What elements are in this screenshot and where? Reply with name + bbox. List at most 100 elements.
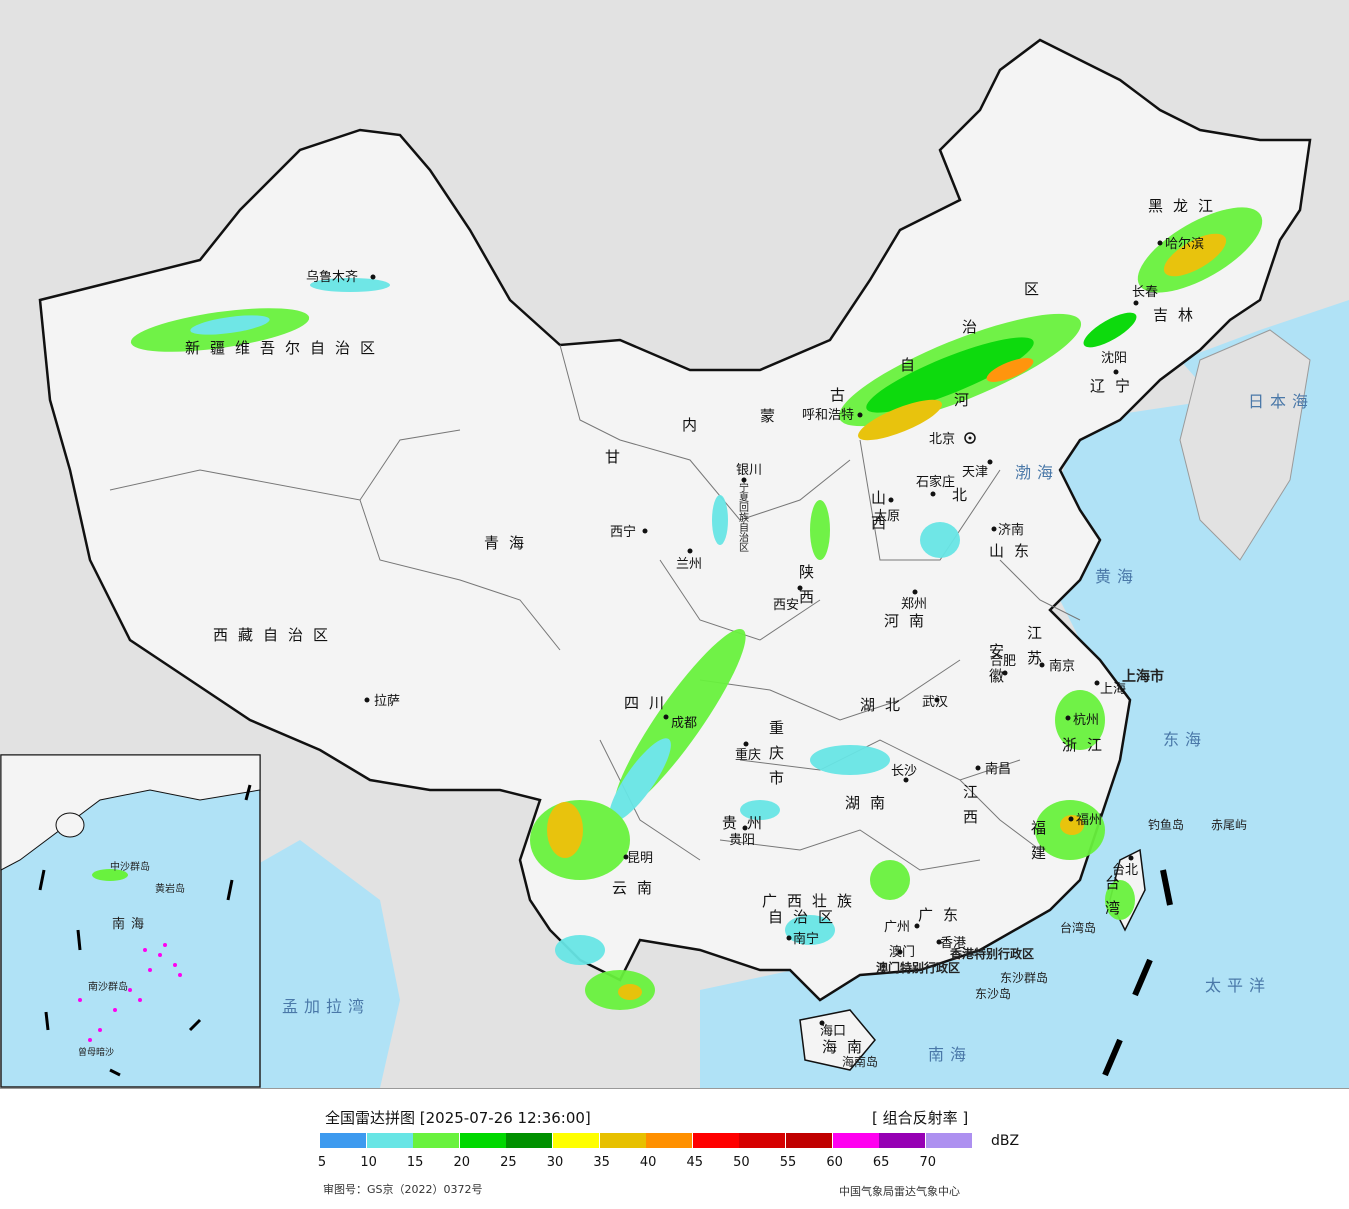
color-swatch [599, 1133, 646, 1148]
city-nanning: 南宁 [793, 931, 819, 947]
label-neimenggu-1: 内 [682, 416, 707, 434]
color-swatch [553, 1133, 599, 1148]
city-lanzhou: 兰州 [676, 557, 702, 572]
radar-map: 新疆维吾尔自治区 西藏自治区 青海 甘 四川 云南 内 蒙 古 自 治 区 黑龙… [0, 0, 1349, 1088]
city-wuhan: 武汉 [922, 695, 948, 710]
city-yinchuan: 银川 [736, 463, 762, 478]
city-shanghai: 上海 [1100, 682, 1126, 697]
label-ningxia: 宁夏回族自治区 [737, 481, 749, 552]
color-tick-label: 5 [317, 1155, 327, 1170]
label-hubei: 湖北 [860, 696, 910, 714]
island-dongsha: 东沙岛 [975, 986, 1011, 1001]
city-taiyuan: 太原 [874, 509, 900, 524]
inset-south-sea: 南海 [112, 916, 150, 932]
label-xinjiang: 新疆维吾尔自治区 [185, 339, 385, 357]
city-jinan: 济南 [998, 522, 1024, 538]
label-heilongjiang: 黑龙江 [1148, 197, 1223, 215]
label-gansu: 甘 [605, 448, 630, 466]
city-beijing: 北京 [929, 432, 955, 447]
label-taiwan: 台湾 [1103, 875, 1121, 925]
sea-bohai: 渤海 [1015, 463, 1059, 482]
city-guiyang: 贵阳 [729, 833, 755, 848]
sea-bengal: 孟加拉湾 [282, 997, 370, 1016]
korea-landmass [1179, 329, 1311, 561]
color-swatch [646, 1133, 693, 1148]
city-hangzhou: 杭州 [1073, 713, 1099, 728]
label-hainan: 海南 [822, 1038, 872, 1056]
label-liaoning: 辽宁 [1090, 377, 1140, 395]
label-henan: 河南 [884, 612, 934, 630]
sea-east: 东海 [1163, 730, 1207, 749]
label-hebei-1: 河 [954, 391, 979, 409]
label-neimenggu-4: 自 [900, 356, 925, 374]
city-hefei: 合肥 [990, 654, 1016, 669]
label-neimenggu-6: 区 [1024, 280, 1049, 298]
color-tick-label: 15 [406, 1155, 424, 1170]
city-xian: 西安 [773, 598, 799, 613]
color-tick-label: 55 [779, 1155, 797, 1170]
label-shaanxi: 陕西 [797, 564, 815, 614]
ocean [700, 380, 1349, 1088]
label-hunan: 湖南 [845, 794, 895, 812]
color-swatch [832, 1133, 879, 1148]
city-lhasa: 拉萨 [374, 694, 400, 709]
city-changchun: 长春 [1132, 285, 1158, 300]
city-shijiazhuang: 石家庄 [916, 474, 955, 490]
label-zhejiang: 浙江 [1062, 736, 1112, 754]
label-sichuan: 四川 [624, 694, 674, 712]
label-neimenggu-5: 治 [962, 318, 987, 336]
hainan-island-shape [799, 1009, 876, 1071]
city-zhengzhou: 郑州 [901, 597, 927, 612]
color-tick-label: 50 [733, 1155, 750, 1170]
color-swatch [320, 1133, 366, 1148]
color-swatch [692, 1133, 739, 1148]
boundary-dashes [1102, 869, 1173, 1077]
color-tick-label: 35 [593, 1155, 610, 1170]
color-tick-label: 65 [872, 1155, 890, 1170]
color-tick-label: 25 [500, 1155, 517, 1170]
island-hainan: 海南岛 [842, 1054, 878, 1069]
sea-south: 南海 [928, 1045, 972, 1064]
city-harbin: 哈尔滨 [1165, 236, 1204, 252]
label-chongqing: 重庆市 [767, 720, 785, 795]
inset-zengmu: 曾母暗沙 [78, 1046, 114, 1058]
island-taiwan: 台湾岛 [1060, 920, 1096, 935]
city-taipei: 台北 [1112, 863, 1138, 878]
color-tick-label: 20 [453, 1155, 471, 1170]
city-chengdu: 成都 [671, 716, 697, 731]
label-hebei-2: 北 [952, 486, 977, 504]
label-guangxi-2: 自治区 [768, 908, 843, 926]
city-nanjing: 南京 [1049, 658, 1075, 674]
color-tick-label: 70 [919, 1155, 937, 1170]
city-nanchang: 南昌 [985, 761, 1011, 777]
label-shanxi: 山西 [869, 490, 887, 540]
label-yunnan: 云南 [612, 879, 662, 897]
province-boundaries [109, 344, 1081, 871]
color-swatch [413, 1133, 460, 1148]
city-hohhot: 呼和浩特 [802, 408, 854, 423]
city-xining: 西宁 [610, 524, 636, 540]
label-macau-sar: 澳门特别行政区 [876, 960, 960, 975]
label-jiangxi: 江西 [961, 784, 979, 834]
label-hongkong-sar: 香港特别行政区 [949, 946, 1034, 961]
label-jilin: 吉林 [1153, 306, 1203, 324]
legend-title: 全国雷达拼图 [2025-07-26 12:36:00] [325, 1109, 591, 1127]
label-neimenggu-3: 古 [830, 386, 855, 404]
color-tick-label: 40 [639, 1155, 657, 1170]
inset-huangyan: 黄岩岛 [155, 882, 185, 895]
city-changsha: 长沙 [891, 764, 917, 779]
south-sea-inset: 南海 中沙群岛 黄岩岛 南沙群岛 曾母暗沙 [0, 754, 261, 1088]
city-macau: 澳门 [889, 944, 915, 960]
legend-unit: dBZ [991, 1133, 1020, 1149]
color-swatch [459, 1133, 506, 1148]
color-swatch [786, 1133, 832, 1148]
radar-echoes [130, 207, 1263, 1010]
city-haikou: 海口 [820, 1024, 846, 1039]
legend-panel: 全国雷达拼图 [2025-07-26 12:36:00] [ 组合反射率 ] d… [0, 1088, 1349, 1209]
color-tick-label: 10 [360, 1155, 377, 1170]
color-tick-label: 60 [826, 1155, 843, 1170]
city-guangzhou: 广州 [884, 920, 910, 935]
color-swatch [879, 1133, 926, 1148]
bay-of-bengal-water [230, 840, 400, 1088]
city-markers [364, 240, 1163, 1026]
